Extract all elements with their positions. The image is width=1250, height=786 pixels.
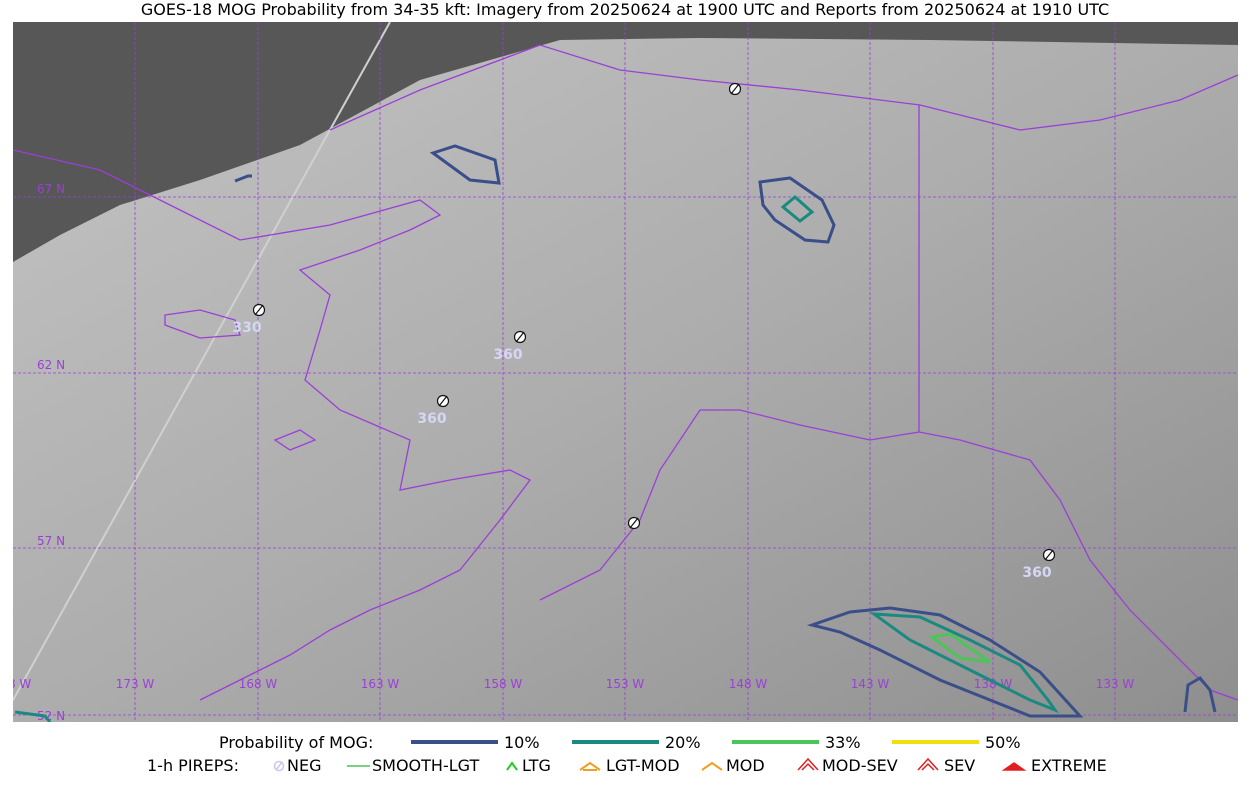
lon-label: 148 W (729, 677, 768, 691)
legend-entry: LGT-MOD (606, 756, 680, 775)
lat-label: 57 N (37, 534, 65, 548)
legend-entry: 10% (504, 733, 540, 752)
legend-entry: 50% (985, 733, 1021, 752)
legend-entry: 20% (665, 733, 701, 752)
pirep-altitude: 330 (232, 320, 261, 336)
grid-labels: 67 N 62 N 57 N 52 N 178 W 173 W 168 W 16… (0, 182, 1135, 723)
no-data-region (13, 22, 1238, 262)
pirep-altitude: 360 (1022, 565, 1051, 581)
pirep-altitude: 360 (417, 411, 446, 427)
contours (14, 144, 1217, 722)
legend-title: 1-h PIREPS: (147, 756, 239, 775)
lon-label: 178 W (0, 677, 31, 691)
legend-entry: NEG (287, 756, 321, 775)
orbit-track (13, 22, 391, 701)
lon-label: 168 W (239, 677, 278, 691)
legend-entry: MOD-SEV (822, 756, 898, 775)
lon-label: 153 W (606, 677, 645, 691)
lon-label: 163 W (361, 677, 400, 691)
legend-entry: LTG (522, 756, 551, 775)
legend-entry: SMOOTH-LGT (372, 756, 479, 775)
pirep-markers (252, 82, 1056, 562)
coastlines (13, 44, 1238, 701)
legend-entry: 33% (825, 733, 861, 752)
title: GOES-18 MOG Probability from 34-35 kft: … (141, 0, 1109, 19)
legend-entry: EXTREME (1031, 756, 1107, 775)
lon-label: 133 W (1096, 677, 1135, 691)
lon-label: 158 W (484, 677, 523, 691)
legend: Probability of MOG: 10% 20% 33% 50% 1-h PIR… (147, 733, 1107, 775)
pirep-altitude: 360 (493, 347, 522, 363)
map: 67 N 62 N 57 N 52 N 178 W 173 W 168 W 16… (0, 22, 1238, 723)
lon-label: 143 W (851, 677, 890, 691)
lat-label: 67 N (37, 182, 65, 196)
lon-label: 173 W (116, 677, 155, 691)
legend-title: Probability of MOG: (219, 733, 373, 752)
pirep-symbols (273, 757, 1027, 772)
lat-label: 52 N (37, 709, 65, 723)
legend-entry: SEV (944, 756, 975, 775)
legend-entry: MOD (726, 756, 765, 775)
lat-label: 62 N (37, 358, 65, 372)
